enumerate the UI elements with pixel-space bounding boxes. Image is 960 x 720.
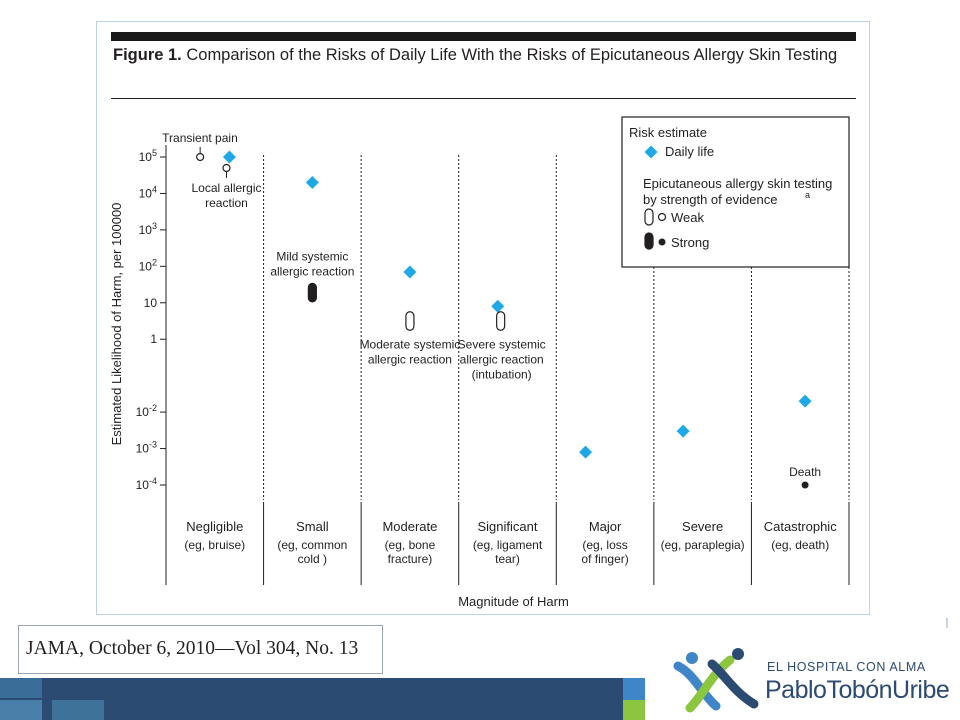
x-category-label: Negligible xyxy=(186,519,243,534)
legend-title: Risk estimate xyxy=(629,125,707,140)
daily-life-point xyxy=(403,265,417,279)
daily-life-point xyxy=(222,150,236,164)
legend-daily-life-marker xyxy=(644,145,658,159)
legend-testing-title: by strength of evidence xyxy=(643,192,777,207)
hospital-logo: EL HOSPITAL CON ALMA PabloTobónUribe xyxy=(672,644,952,716)
logo-name: PabloTobónUribe xyxy=(765,676,950,704)
skin-test-point-strong xyxy=(801,481,809,489)
x-category-example: (eg, loss xyxy=(582,538,627,552)
annotation-transient-pain: Transient pain xyxy=(162,131,238,145)
x-category-example: tear) xyxy=(495,552,520,566)
legend-strong-point-marker xyxy=(658,238,666,246)
citation-box: JAMA, October 6, 2010—Vol 304, No. 13 xyxy=(18,625,383,674)
legend-superscript: a xyxy=(805,190,810,200)
daily-life-point xyxy=(676,424,690,438)
y-tick-label: 10 xyxy=(144,296,158,310)
skin-test-range-weak xyxy=(405,311,415,331)
x-category-label: Significant xyxy=(478,519,538,534)
y-tick-label: 1 xyxy=(150,332,157,346)
x-category-example: (eg, death) xyxy=(771,538,829,552)
x-category-example: (eg, common xyxy=(277,538,347,552)
edge-mark xyxy=(946,618,948,628)
x-category-label: Catastrophic xyxy=(764,519,837,534)
logo-tagline: EL HOSPITAL CON ALMA xyxy=(767,660,926,674)
x-axis-title: Magnitude of Harm xyxy=(458,594,569,609)
skin-test-range-strong xyxy=(307,282,317,303)
annotation-local-allergic: Local allergic xyxy=(191,181,261,195)
x-category-example: of finger) xyxy=(581,552,628,566)
skin-test-point-weak xyxy=(222,163,231,173)
x-category-example: (eg, ligament xyxy=(473,538,543,552)
title-rule xyxy=(111,98,856,99)
y-tick-label: 102 xyxy=(139,257,157,273)
x-category-label: Small xyxy=(296,519,329,534)
annotation-severe-systemic: allergic reaction xyxy=(460,352,544,366)
legend-weak-point-marker xyxy=(657,212,667,222)
footer-accent-green xyxy=(623,700,645,720)
y-tick-label: 103 xyxy=(139,221,157,237)
daily-life-point xyxy=(305,175,319,189)
x-category-example: (eg, bruise) xyxy=(184,538,245,552)
footer-bar xyxy=(0,678,645,720)
x-category-label: Severe xyxy=(682,519,723,534)
footer-block xyxy=(52,700,104,720)
legend-weak-range-marker xyxy=(644,208,654,226)
y-tick-label: 104 xyxy=(139,184,157,200)
y-tick-label: 105 xyxy=(139,148,157,164)
x-category-example: (eg, bone xyxy=(385,538,436,552)
x-category-example: fracture) xyxy=(388,552,433,566)
annotation-severe-systemic: (intubation) xyxy=(472,367,532,381)
daily-life-point xyxy=(798,394,812,408)
legend-strong-range-marker xyxy=(644,232,654,250)
figure-title-number: Figure 1. xyxy=(113,46,182,64)
x-category-example: (eg, paraplegia) xyxy=(661,538,745,552)
legend-testing-title: Epicutaneous allergy skin testing xyxy=(643,176,832,191)
logo-emblem-icon xyxy=(673,648,759,713)
footer-block xyxy=(0,700,42,720)
daily-life-point xyxy=(491,299,505,313)
legend-strong-label: Strong xyxy=(671,235,709,250)
annotation-death: Death xyxy=(789,465,821,479)
y-tick-label: 10-2 xyxy=(136,403,157,419)
footer-block xyxy=(0,678,42,698)
x-category-example: cold ) xyxy=(298,552,327,566)
figure-title: Figure 1. Comparison of the Risks of Dai… xyxy=(113,45,853,65)
footer-accent-blue xyxy=(623,678,645,700)
y-axis-title: Estimated Likelihood of Harm, per 100000 xyxy=(109,203,124,446)
annotation-mild-systemic: allergic reaction xyxy=(270,264,354,278)
skin-test-range-weak xyxy=(496,311,506,331)
x-category-label: Major xyxy=(589,519,622,534)
figure-title-text: Comparison of the Risks of Daily Life Wi… xyxy=(181,46,838,64)
daily-life-point xyxy=(579,445,593,459)
annotation-severe-systemic: Severe systemic xyxy=(458,337,546,351)
annotation-moderate-systemic: allergic reaction xyxy=(368,352,452,366)
citation-text: JAMA, October 6, 2010—Vol 304, No. 13 xyxy=(26,638,359,659)
legend-daily-life-label: Daily life xyxy=(665,144,714,159)
figure-top-bar xyxy=(111,32,856,41)
annotation-moderate-systemic: Moderate systemic xyxy=(360,337,461,351)
y-tick-label: 10-4 xyxy=(136,476,157,492)
skin-test-point-weak xyxy=(196,152,205,162)
annotation-mild-systemic: Mild systemic xyxy=(276,249,348,263)
y-tick-label: 10-3 xyxy=(136,440,157,456)
annotation-local-allergic: reaction xyxy=(205,196,248,210)
legend-weak-label: Weak xyxy=(671,210,704,225)
x-category-label: Moderate xyxy=(382,519,437,534)
